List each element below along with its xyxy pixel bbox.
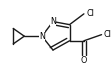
Text: N: N — [50, 17, 55, 26]
Text: O: O — [80, 56, 86, 65]
Text: N: N — [39, 32, 44, 41]
Text: Cl: Cl — [86, 9, 94, 18]
Text: Cl: Cl — [103, 30, 111, 39]
